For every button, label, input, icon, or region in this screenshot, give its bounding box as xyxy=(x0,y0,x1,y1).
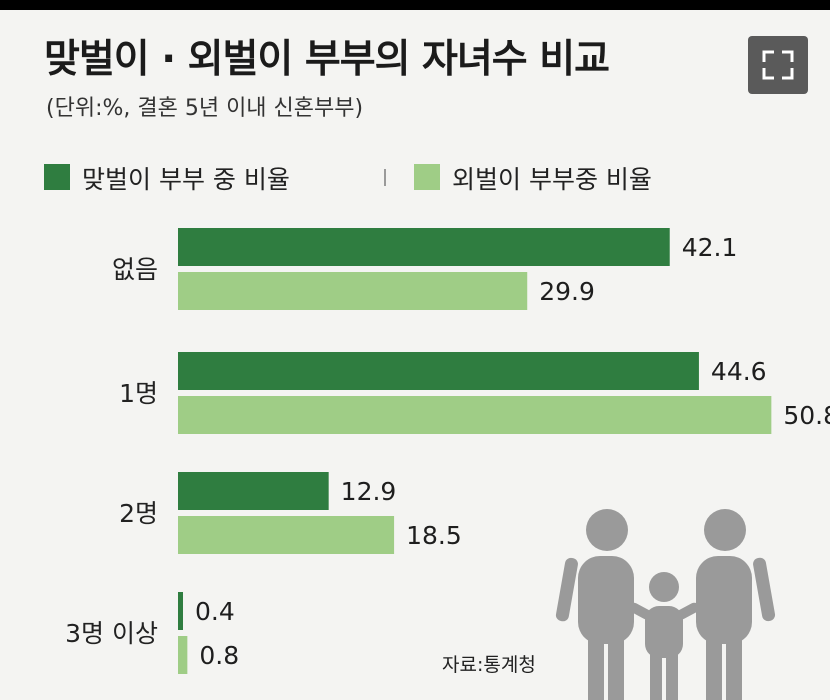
bar-single-income-three-plus xyxy=(178,636,188,674)
data-label-dual-income-two: 12.9 xyxy=(341,477,397,506)
legend-swatch-dual-income xyxy=(44,164,70,190)
bar-dual-income-three-plus xyxy=(178,592,183,630)
source-note: 자료:통계청 xyxy=(442,654,536,676)
data-label-dual-income-one: 44.6 xyxy=(711,357,767,386)
data-label-single-income-one: 50.8 xyxy=(783,401,830,430)
data-label-dual-income-three-plus: 0.4 xyxy=(195,597,235,626)
legend-label-dual-income: 맞벌이 부부 중 비율 xyxy=(82,165,290,194)
category-label-two: 2명 xyxy=(119,499,158,528)
legend-swatch-single-income xyxy=(414,164,440,190)
data-label-dual-income-none: 42.1 xyxy=(682,233,738,262)
bar-dual-income-two xyxy=(178,472,329,510)
data-label-single-income-none: 29.9 xyxy=(539,277,595,306)
category-label-one: 1명 xyxy=(119,379,158,408)
bar-chart: 없음 42.1 29.9 1명 44.6 50.8 2명 12.9 18.5 3명 이상 0.4 0.… xyxy=(65,228,830,674)
legend-divider xyxy=(384,169,386,186)
data-label-single-income-two: 18.5 xyxy=(406,521,462,550)
expand-button[interactable] xyxy=(748,36,808,94)
bar-dual-income-one xyxy=(178,352,699,390)
category-label-three-plus: 3명 이상 xyxy=(65,619,158,648)
chart-title: 맞벌이 · 외벌이 부부의 자녀수 비교 xyxy=(44,37,610,82)
bar-single-income-none xyxy=(178,272,528,310)
chart-subtitle: (단위:%, 결혼 5년 이내 신혼부부) xyxy=(46,96,364,121)
expand-icon xyxy=(762,50,794,80)
bar-dual-income-none xyxy=(178,228,670,266)
legend-label-single-income: 외벌이 부부중 비율 xyxy=(452,165,652,194)
bar-single-income-two xyxy=(178,516,395,554)
data-label-single-income-three-plus: 0.8 xyxy=(199,641,239,670)
category-label-none: 없음 xyxy=(112,255,158,284)
infographic-card: 맞벌이 · 외벌이 부부의 자녀수 비교 (단위:%, 결혼 5년 이내 신혼부… xyxy=(0,10,830,700)
bar-single-income-one xyxy=(178,396,772,434)
family-icon xyxy=(555,509,776,700)
